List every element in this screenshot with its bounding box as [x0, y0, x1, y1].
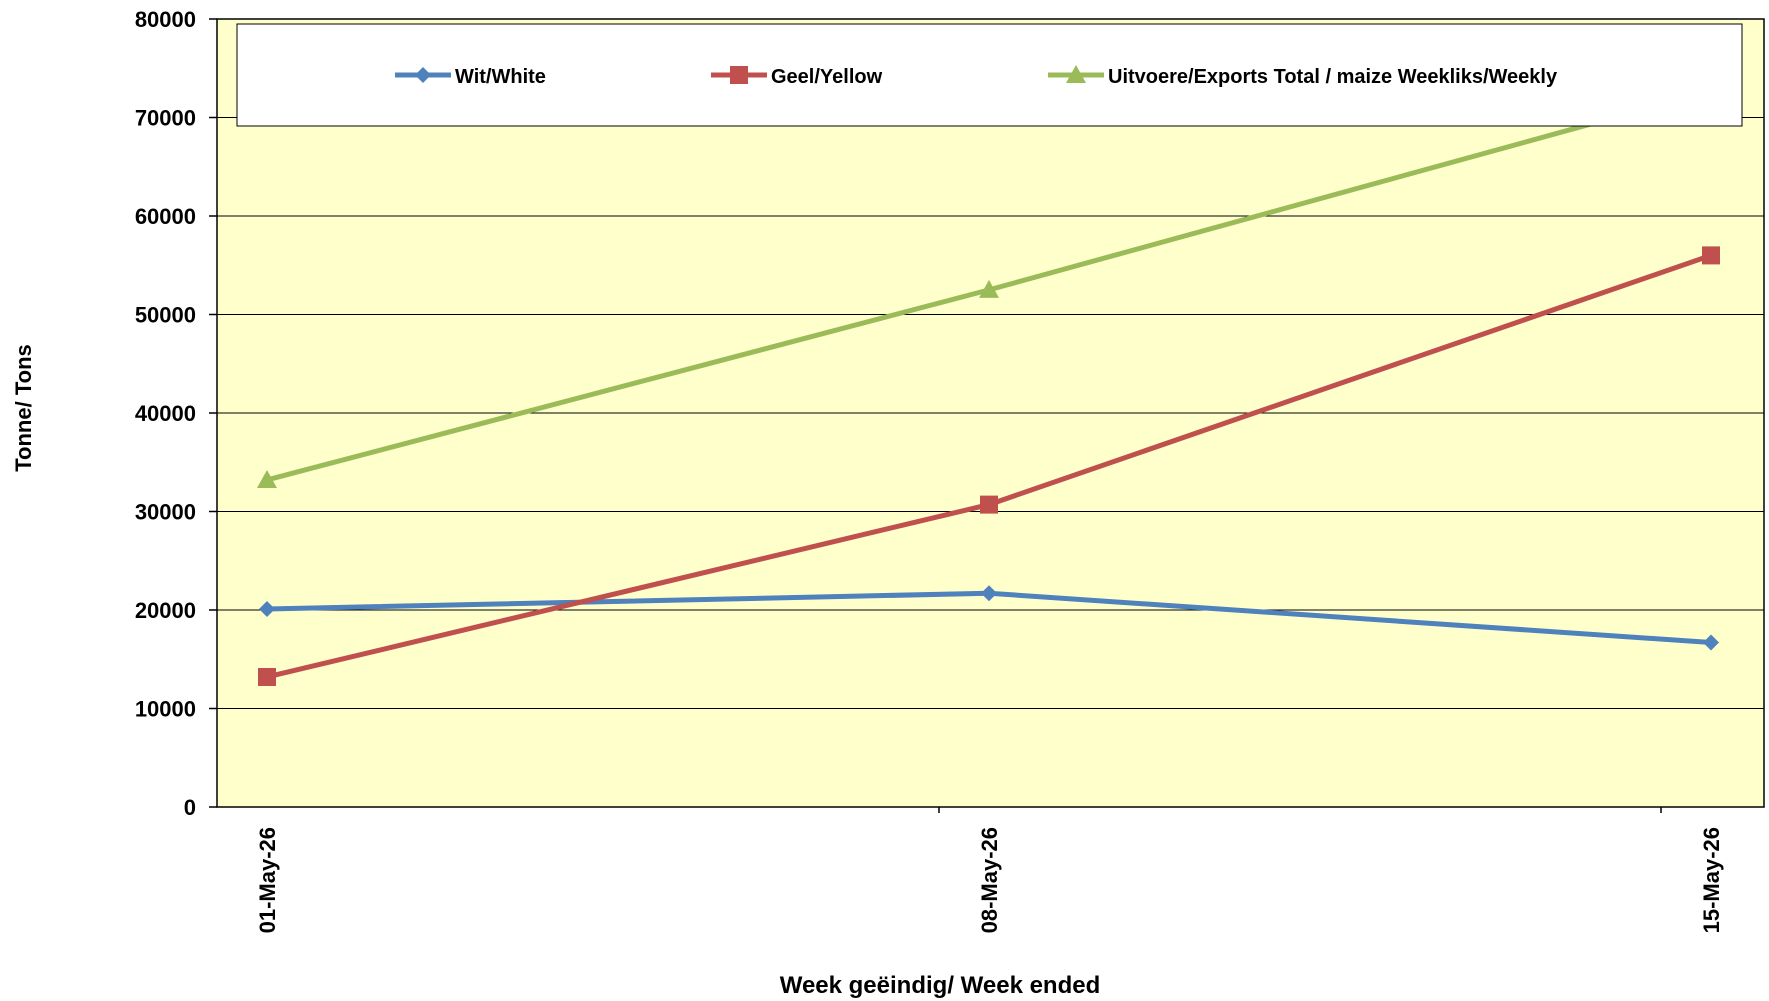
- y-tick-label: 30000: [135, 500, 196, 525]
- x-tick-label: 01-May-26: [255, 827, 280, 933]
- diamond-marker: [1703, 634, 1719, 651]
- triangle-marker: [979, 279, 999, 298]
- triangle-marker: [257, 469, 277, 488]
- y-tick-label: 60000: [135, 204, 196, 229]
- diamond-marker: [259, 601, 275, 618]
- y-tick-label: 70000: [135, 106, 196, 131]
- y-axis-ticks: 0 10000 20000 30000 40000 50000 60000 70000 8000…: [135, 7, 217, 820]
- x-tick-label: 08-May-26: [977, 827, 1002, 933]
- legend-label: Uitvoere/Exports Total / maize Weekliks/…: [1108, 66, 1558, 88]
- legend-box: [236, 23, 1743, 127]
- x-axis-label: Week geëindig/ Week ended: [780, 972, 1101, 999]
- square-marker: [258, 667, 276, 686]
- x-axis-ticks: 01-May-26 08-May-26 15-May-26: [255, 807, 1724, 933]
- square-marker: [980, 495, 998, 514]
- y-axis-label: Tonne/ Tons: [11, 344, 36, 472]
- legend-label: Geel/Yellow: [771, 66, 883, 88]
- diamond-marker: [415, 67, 431, 83]
- triangle-marker: [1066, 65, 1086, 83]
- y-tick-label: 50000: [135, 303, 196, 328]
- diamond-marker: [981, 585, 997, 602]
- y-tick-label: 40000: [135, 401, 196, 426]
- legend-label: Wit/White: [455, 66, 546, 88]
- y-tick-label: 10000: [135, 697, 196, 722]
- y-tick-label: 20000: [135, 598, 196, 623]
- square-marker: [1702, 246, 1720, 265]
- x-tick-label: 15-May-26: [1699, 827, 1724, 933]
- legend: Wit/White Geel/Yellow Uitvoere/Exports Tot…: [236, 23, 1743, 127]
- y-tick-label: 0: [184, 795, 196, 820]
- y-tick-label: 80000: [135, 7, 196, 32]
- square-marker: [730, 66, 748, 84]
